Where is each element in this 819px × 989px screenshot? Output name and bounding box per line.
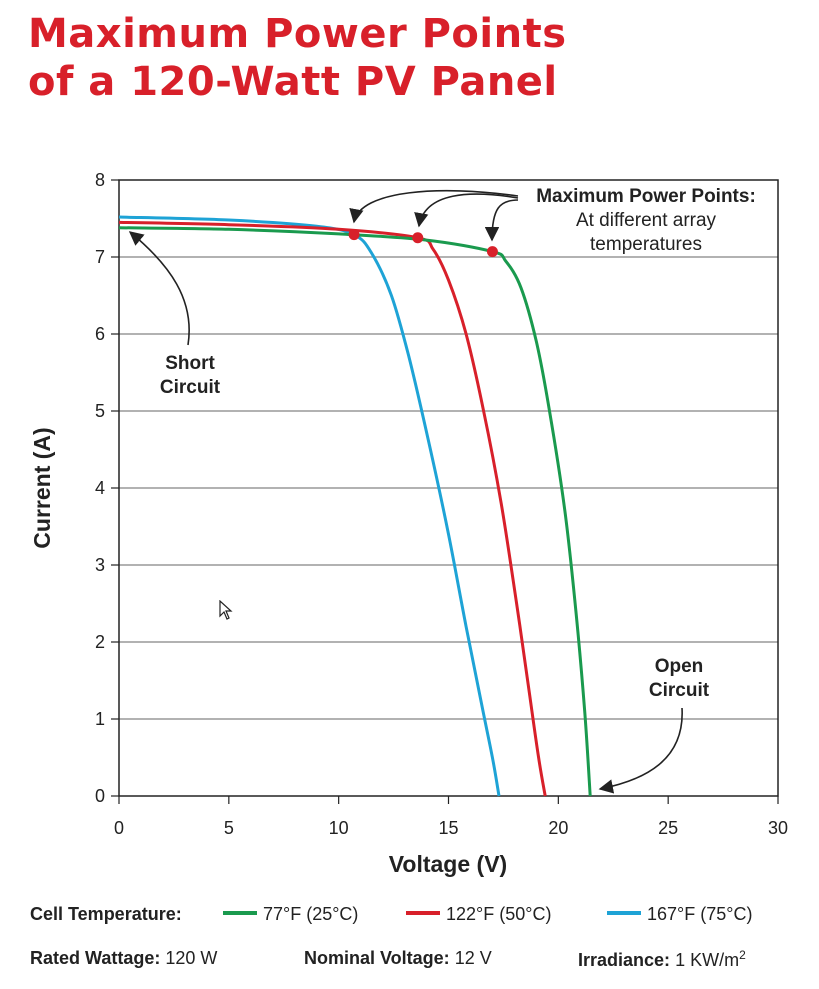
short-circuit-label-1: Short [165, 353, 215, 374]
legend-text-167f: 167°F (75°C) [647, 904, 753, 924]
mpp-point-0 [486, 246, 498, 258]
legend: Cell Temperature: 77°F (25°C) 122°F (50°… [30, 904, 790, 928]
y-tick-label-7: 7 [95, 247, 105, 267]
open-circuit-label-2: Circuit [649, 680, 710, 701]
y-tick-label-3: 3 [95, 555, 105, 575]
legend-item-167f: 167°F (75°C) [607, 904, 752, 925]
rated-wattage-label: Rated Wattage: [30, 948, 161, 968]
legend-swatch-blue [607, 911, 641, 916]
legend-swatch-green [223, 911, 257, 916]
x-tick-label-25: 25 [658, 818, 678, 838]
legend-item-77f: 77°F (25°C) [223, 904, 358, 925]
series-line-2 [118, 215, 501, 797]
rated-wattage-value: 120 W [165, 948, 218, 968]
x-tick-label-30: 30 [768, 818, 788, 838]
y-tick-label-8: 8 [95, 170, 105, 190]
nominal-voltage: Nominal Voltage: 12 V [304, 948, 492, 969]
series-lines [118, 215, 592, 797]
legend-item-122f: 122°F (50°C) [406, 904, 551, 925]
iv-curve-chart: 0 1 2 3 4 5 6 7 8 0 5 10 15 20 25 30 Voltage (V) Curre… [29, 170, 788, 877]
x-tick-label-15: 15 [438, 818, 458, 838]
y-tick-label-4: 4 [95, 478, 105, 498]
irradiance-label: Irradiance: [578, 950, 671, 970]
legend-text-122f: 122°F (50°C) [446, 904, 552, 924]
legend-swatch-red [406, 911, 440, 916]
y-tick-label-6: 6 [95, 324, 105, 344]
x-tick-label-0: 0 [114, 818, 124, 838]
panel-specs: Rated Wattage: 120 W Nominal Voltage: 12… [30, 948, 790, 972]
y-tick-label-0: 0 [95, 786, 105, 806]
mpp-point-2 [348, 229, 360, 241]
open-circuit-label-1: Open [655, 656, 704, 677]
short-circuit-arrow [128, 231, 190, 346]
mpp-arrow-3 [484, 199, 519, 242]
nominal-voltage-label: Nominal Voltage: [304, 948, 450, 968]
rated-wattage: Rated Wattage: 120 W [30, 948, 217, 969]
x-tick-label-5: 5 [224, 818, 234, 838]
x-tick-label-10: 10 [329, 818, 349, 838]
mpp-point-1 [412, 232, 424, 244]
series-line-0 [118, 226, 592, 797]
mpp-annotation-line-3: temperatures [590, 234, 702, 255]
y-axis-ticks: 0 1 2 3 4 5 6 7 8 [95, 170, 119, 806]
short-circuit-label-2: Circuit [160, 377, 221, 398]
legend-text-77f: 77°F (25°C) [263, 904, 359, 924]
irradiance-unit-exponent: 2 [739, 948, 746, 962]
grid-lines [119, 256, 778, 720]
irradiance-value: 1 KW/m [675, 950, 740, 970]
mpp-arrow-2 [414, 193, 519, 228]
x-axis-label: Voltage (V) [389, 851, 507, 877]
x-axis-ticks: 0 5 10 15 20 25 30 [114, 796, 788, 838]
mpp-annotation-line-2: At different array [576, 210, 717, 231]
y-tick-label-1: 1 [95, 709, 105, 729]
page-title: Maximum Power Points of a 120-Watt PV Pa… [28, 10, 567, 106]
y-tick-label-2: 2 [95, 632, 105, 652]
max-power-points [348, 229, 498, 258]
title-line-2: of a 120-Watt PV Panel [28, 59, 558, 105]
title-line-1: Maximum Power Points [28, 11, 567, 57]
legend-label: Cell Temperature: [30, 904, 182, 924]
y-tick-label-5: 5 [95, 401, 105, 421]
y-axis-label: Current (A) [29, 427, 55, 548]
x-tick-label-20: 20 [548, 818, 568, 838]
nominal-voltage-value: 12 V [454, 948, 492, 968]
mpp-arrow-1 [349, 189, 519, 224]
mpp-annotation-title: Maximum Power Points: [536, 186, 756, 207]
series-line-1 [118, 220, 547, 797]
mouse-pointer-icon [219, 600, 233, 620]
open-circuit-arrow [598, 707, 683, 794]
irradiance: Irradiance: 1 KW/m2 [578, 948, 746, 971]
